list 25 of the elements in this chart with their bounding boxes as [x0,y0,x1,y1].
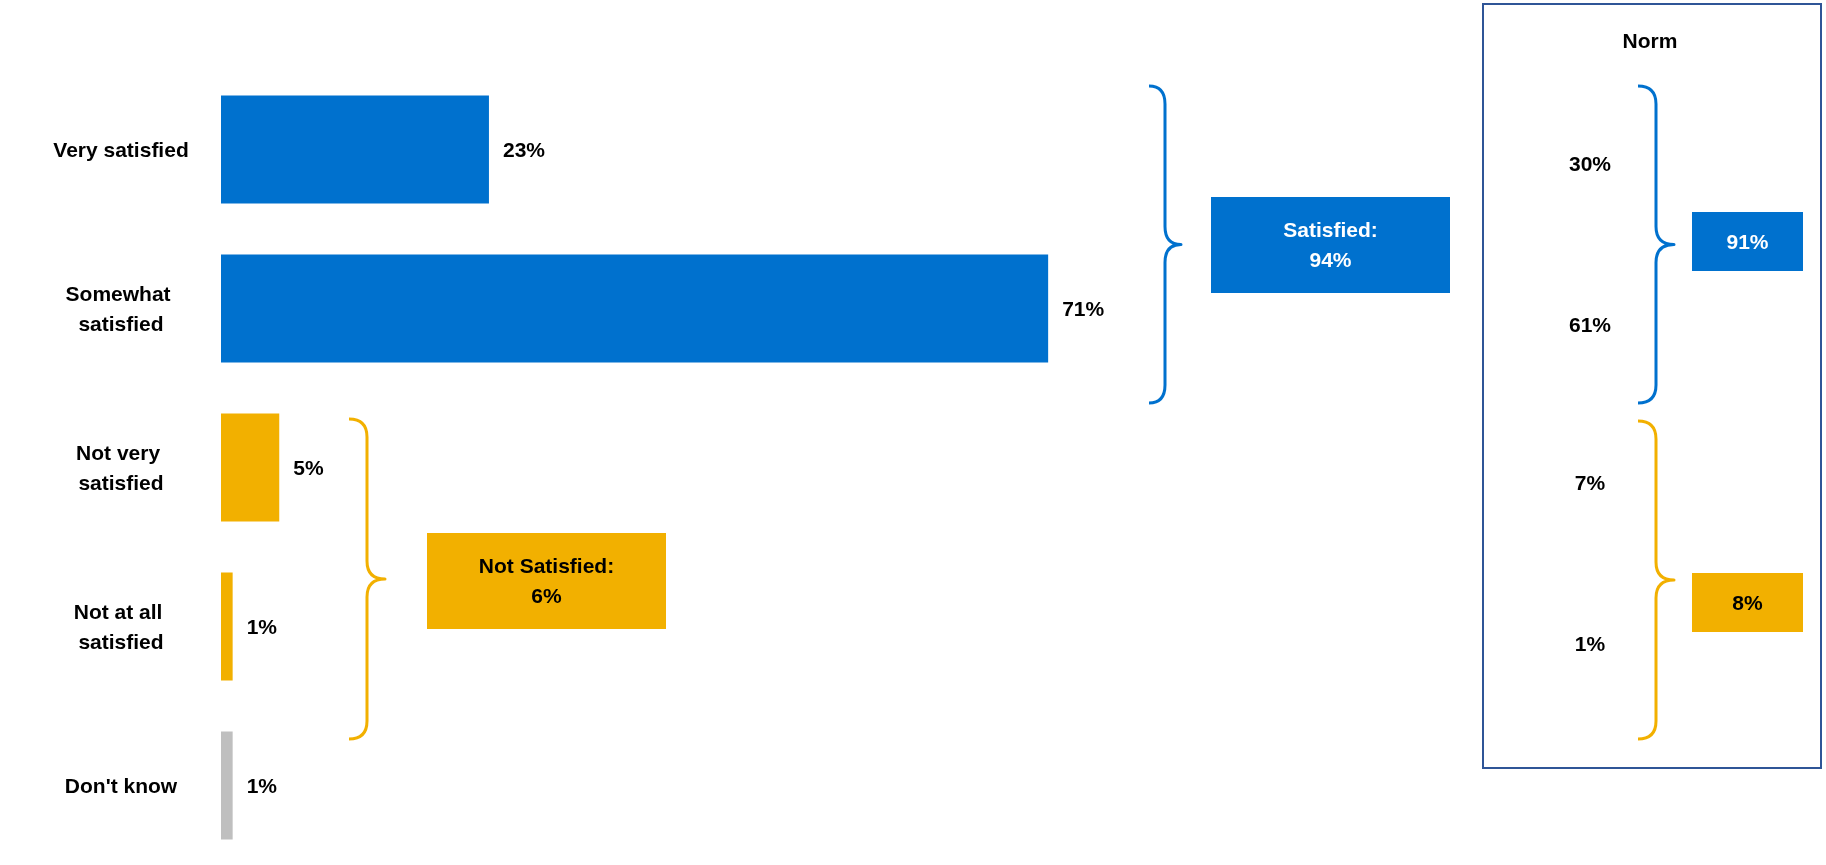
bar [221,731,233,840]
data-label: 71% [1062,297,1105,320]
data-label: 1% [246,615,278,638]
y-tick-label: Not at all satisfied [73,600,169,653]
y-tick-label: Not very satisfied [76,441,166,494]
bar [221,413,280,522]
data-label: 23% [502,138,546,161]
callout-box: 8% [1692,573,1803,632]
text: Norm [1622,28,1678,54]
y-tick-label: Don't know [64,774,178,797]
callout-box: Not Satisfied: 6% [427,533,666,629]
bar [221,254,1049,363]
text: 61% [1568,312,1612,338]
annotation: Not Satisfied: 6% [478,553,615,609]
text: 7% [1574,470,1606,496]
y-tick-label: Very satisfied [53,138,189,161]
text: 30% [1568,151,1612,177]
callout-box: Satisfied: 94% [1211,197,1450,293]
data-label: 1% [246,774,278,797]
y-tick-label: Somewhat satisfied [65,282,177,335]
bar [221,95,489,204]
callout-box: 91% [1692,212,1803,271]
text: 1% [1574,631,1606,657]
data-label: 5% [293,456,324,479]
bar [221,572,233,681]
